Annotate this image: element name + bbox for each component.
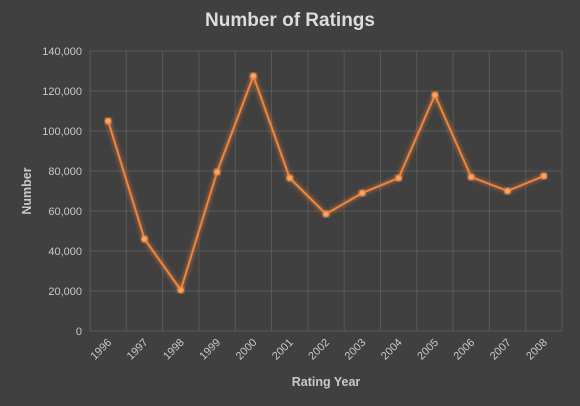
data-point (395, 174, 402, 182)
y-tick-label: 20,000 (48, 286, 82, 298)
x-axis-title: Rating Year (292, 375, 361, 389)
x-tick-label: 2002 (306, 337, 332, 363)
data-point (322, 210, 330, 218)
data-point (177, 286, 185, 294)
data-point (504, 187, 511, 195)
data-point (359, 189, 366, 197)
series-line (107, 75, 545, 291)
y-tick-label: 40,000 (48, 246, 82, 258)
x-tick-label: 2007 (488, 337, 514, 363)
y-tick-label: 80,000 (48, 166, 82, 178)
y-tick-label: 140,000 (42, 46, 82, 58)
x-tick-label: 1996 (88, 337, 114, 363)
x-tick-label: 2008 (524, 337, 550, 363)
x-tick-label: 2004 (379, 337, 405, 363)
x-tick-label: 2003 (343, 337, 369, 363)
y-tick-label: 0 (76, 326, 82, 338)
data-point (467, 173, 475, 181)
data-point (540, 172, 548, 180)
x-tick-label: 1999 (197, 337, 223, 363)
x-tick-label: 2000 (234, 337, 260, 363)
x-tick-label: 1998 (161, 337, 187, 363)
data-point (286, 174, 293, 182)
chart-title: Number of Ratings (205, 10, 375, 31)
data-point (250, 72, 257, 80)
data-point (141, 235, 148, 243)
y-tick-label: 100,000 (42, 126, 82, 138)
x-tick-label: 2006 (452, 337, 478, 363)
y-axis-title: Number (20, 167, 34, 214)
y-tick-label: 60,000 (48, 206, 82, 218)
x-tick-label: 2001 (270, 337, 296, 363)
data-point (431, 91, 439, 99)
x-tick-label: 1997 (125, 337, 151, 363)
x-tick-label: 2005 (415, 337, 441, 363)
data-point (213, 168, 221, 176)
y-tick-label: 120,000 (42, 86, 82, 98)
data-point (104, 117, 112, 125)
